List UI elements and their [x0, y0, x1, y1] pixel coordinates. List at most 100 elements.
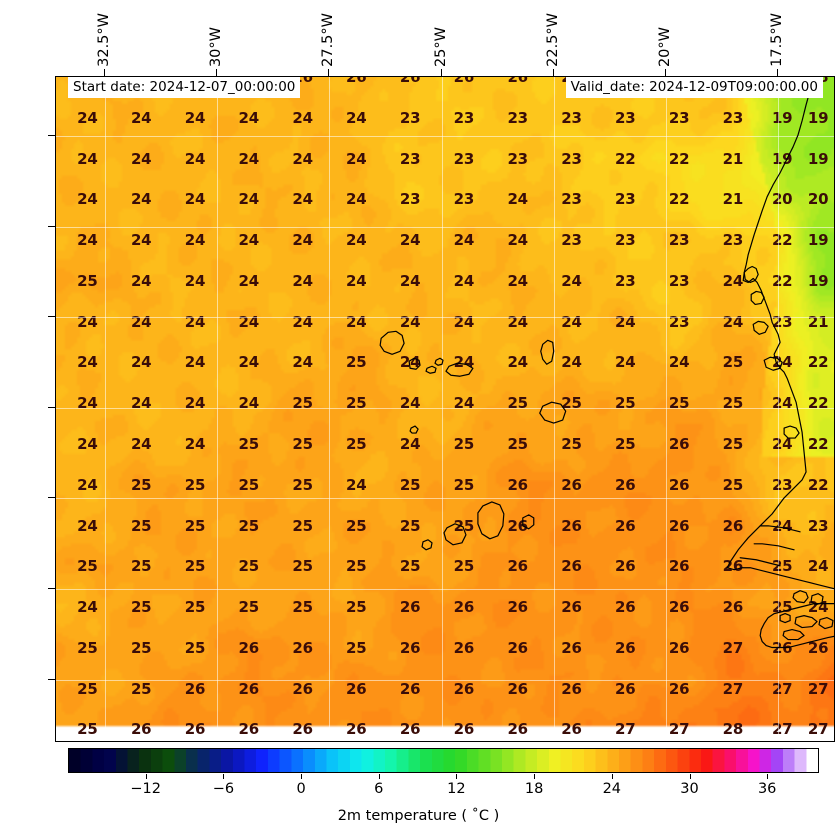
grid-value-label: 23 — [668, 231, 690, 250]
grid-value-label: 27 — [722, 638, 744, 657]
start-date-banner: Start date: 2024-12-07_00:00:00 — [68, 77, 301, 98]
gridline-vertical — [665, 77, 667, 741]
grid-value-label: 26 — [561, 679, 582, 698]
grid-value-label: 25 — [184, 475, 206, 494]
grid-value-label: 27 — [668, 720, 690, 739]
colorbar-tick-label: 30 — [680, 781, 699, 797]
grid-value-label: 25 — [238, 557, 260, 576]
coastline-inlet-detail — [744, 267, 799, 439]
grid-value-label: 25 — [238, 475, 260, 494]
grid-value-label: 24 — [807, 557, 829, 576]
grid-value-label: 26 — [507, 475, 528, 494]
grid-value-label: 25 — [238, 435, 260, 453]
latitude-tick-mark — [48, 225, 55, 227]
grid-value-label: 24 — [561, 271, 582, 290]
latitude-tick-mark — [48, 587, 55, 589]
grid-value-label: 24 — [77, 149, 98, 168]
grid-value-label: 24 — [399, 271, 421, 290]
grid-value-label: 26 — [507, 679, 528, 698]
longitude-tick-mark — [104, 69, 106, 76]
grid-value-label: 24 — [77, 475, 98, 494]
grid-value-label: 24 — [184, 231, 206, 250]
gridline-vertical — [777, 77, 779, 741]
grid-value-label: 23 — [453, 149, 475, 168]
grid-value-label: 24 — [184, 149, 206, 168]
grid-value-label: 26 — [668, 475, 690, 494]
grid-value-label: 26 — [184, 679, 206, 698]
grid-value-label: 22 — [807, 435, 829, 453]
grid-value-label: 25 — [77, 720, 98, 739]
gridline-vertical — [329, 77, 331, 741]
grid-value-label: 23 — [615, 190, 636, 209]
grid-value-label: 25 — [130, 679, 152, 698]
grid-value-label: 24 — [346, 190, 367, 209]
temperature-field: 24 24 24 24 24 24 23 23 23 23 23 23 23 19 19 24 24 24 24 24… — [56, 77, 834, 741]
grid-value-label: 25 — [722, 435, 744, 453]
grid-value-label: 25 — [130, 638, 152, 657]
grid-value-label: 23 — [561, 231, 582, 250]
grid-value-label: 26 — [668, 598, 690, 617]
colorbar-tick-label: 6 — [374, 781, 384, 797]
colorbar-tick-mark — [456, 774, 458, 779]
grid-value-label: 24 — [238, 271, 260, 290]
grid-value-label: 24 — [722, 271, 744, 290]
gridline-horizontal — [56, 317, 834, 319]
grid-value-label: 26 — [238, 720, 260, 739]
colorbar[interactable] — [68, 748, 819, 773]
island-maio — [523, 515, 534, 529]
grid-value-label: 25 — [238, 598, 260, 617]
grid-value-label: 26 — [399, 76, 421, 86]
grid-value-label: 26 — [722, 598, 744, 617]
grid-value-label: 26 — [453, 598, 475, 617]
longitude-tick-mark — [216, 69, 218, 76]
island-boa-vista — [540, 402, 566, 423]
grid-value-label: 23 — [615, 231, 636, 250]
island-santiago — [478, 502, 504, 539]
grid-value-label: 26 — [668, 638, 690, 657]
grid-value-label: 24 — [346, 475, 367, 494]
grid-value-label: 19 — [807, 271, 829, 290]
grid-value-label: 26 — [507, 720, 528, 739]
grid-value-label: 26 — [292, 720, 313, 739]
grid-value-label: 25 — [346, 638, 367, 657]
grid-value-label: 24 — [399, 353, 421, 372]
grid-value-label: 24 — [292, 271, 313, 290]
islands-bijagos — [780, 591, 833, 640]
colorbar-tick-mark — [223, 774, 225, 779]
colorbar-tick-mark — [611, 774, 613, 779]
island-sal — [541, 340, 554, 364]
longitude-tick-mark — [664, 69, 666, 76]
grid-value-label: 19 — [807, 108, 829, 127]
grid-value-label: 26 — [238, 638, 260, 657]
colorbar-tick-mark — [767, 774, 769, 779]
grid-value-label: 25 — [399, 475, 421, 494]
grid-value-label: 26 — [453, 679, 475, 698]
colorbar-tick-label: −12 — [130, 781, 161, 797]
grid-value-label: 26 — [507, 76, 528, 86]
islets-rombos — [410, 358, 443, 433]
grid-value-label: 25 — [77, 271, 98, 290]
grid-value-label: 26 — [292, 679, 313, 698]
valid-date-banner: Valid_date: 2024-12-09T09:00:00.00 — [565, 77, 823, 98]
grid-value-label: 25 — [722, 475, 744, 494]
longitude-tick-label: 27.5°W — [320, 13, 337, 67]
coastline-overlay — [56, 77, 834, 741]
grid-value-label: 23 — [668, 271, 690, 290]
grid-value-label: 23 — [615, 271, 636, 290]
grid-value-label: 24 — [77, 231, 98, 250]
grid-value-label: 23 — [668, 108, 690, 127]
colorbar-tick-label: 12 — [447, 781, 466, 797]
longitude-tick-label: 17.5°W — [768, 13, 785, 67]
temperature-map[interactable]: 24 24 24 24 24 24 23 23 23 23 23 23 23 19 19 24 24 24 24 24… — [55, 76, 835, 742]
grid-value-label: 24 — [561, 353, 582, 372]
grid-value-label: 24 — [292, 231, 313, 250]
gridline-horizontal — [56, 589, 834, 590]
grid-value-label: 26 — [292, 638, 313, 657]
grid-value-label: 26 — [615, 679, 636, 698]
grid-value-label: 25 — [77, 638, 98, 657]
longitude-tick-label: 25°W — [432, 26, 449, 67]
grid-value-label: 22 — [615, 149, 636, 168]
grid-value-label: 25 — [399, 557, 421, 576]
grid-value-label: 26 — [615, 557, 636, 576]
